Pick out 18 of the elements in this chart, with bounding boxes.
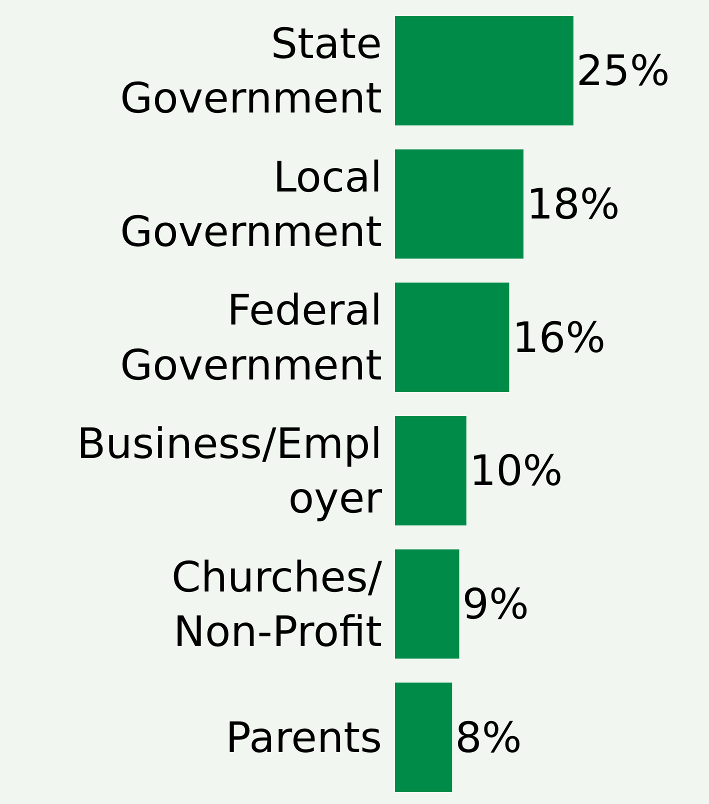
bar: [395, 149, 524, 259]
data-label: 8%: [455, 712, 522, 762]
bar: [395, 416, 466, 526]
bar: [395, 549, 460, 659]
y-tick-label: Business/Empl oyer: [76, 419, 383, 523]
data-label: 9%: [462, 580, 529, 628]
data-label: 16%: [512, 312, 606, 362]
y-tick-label: Parents: [226, 713, 382, 762]
y-tick-label: Local Government: [120, 152, 382, 256]
bar: [395, 682, 452, 792]
data-label: 10%: [469, 446, 563, 496]
bar: [395, 16, 574, 126]
y-tick-label: Federal Government: [120, 286, 382, 390]
data-label: 25%: [576, 46, 670, 96]
y-tick-label: Churches/ Non-Profit: [172, 552, 383, 656]
y-tick-label: State Government: [120, 19, 382, 123]
data-label: 18%: [526, 180, 620, 228]
bar: [395, 282, 510, 392]
